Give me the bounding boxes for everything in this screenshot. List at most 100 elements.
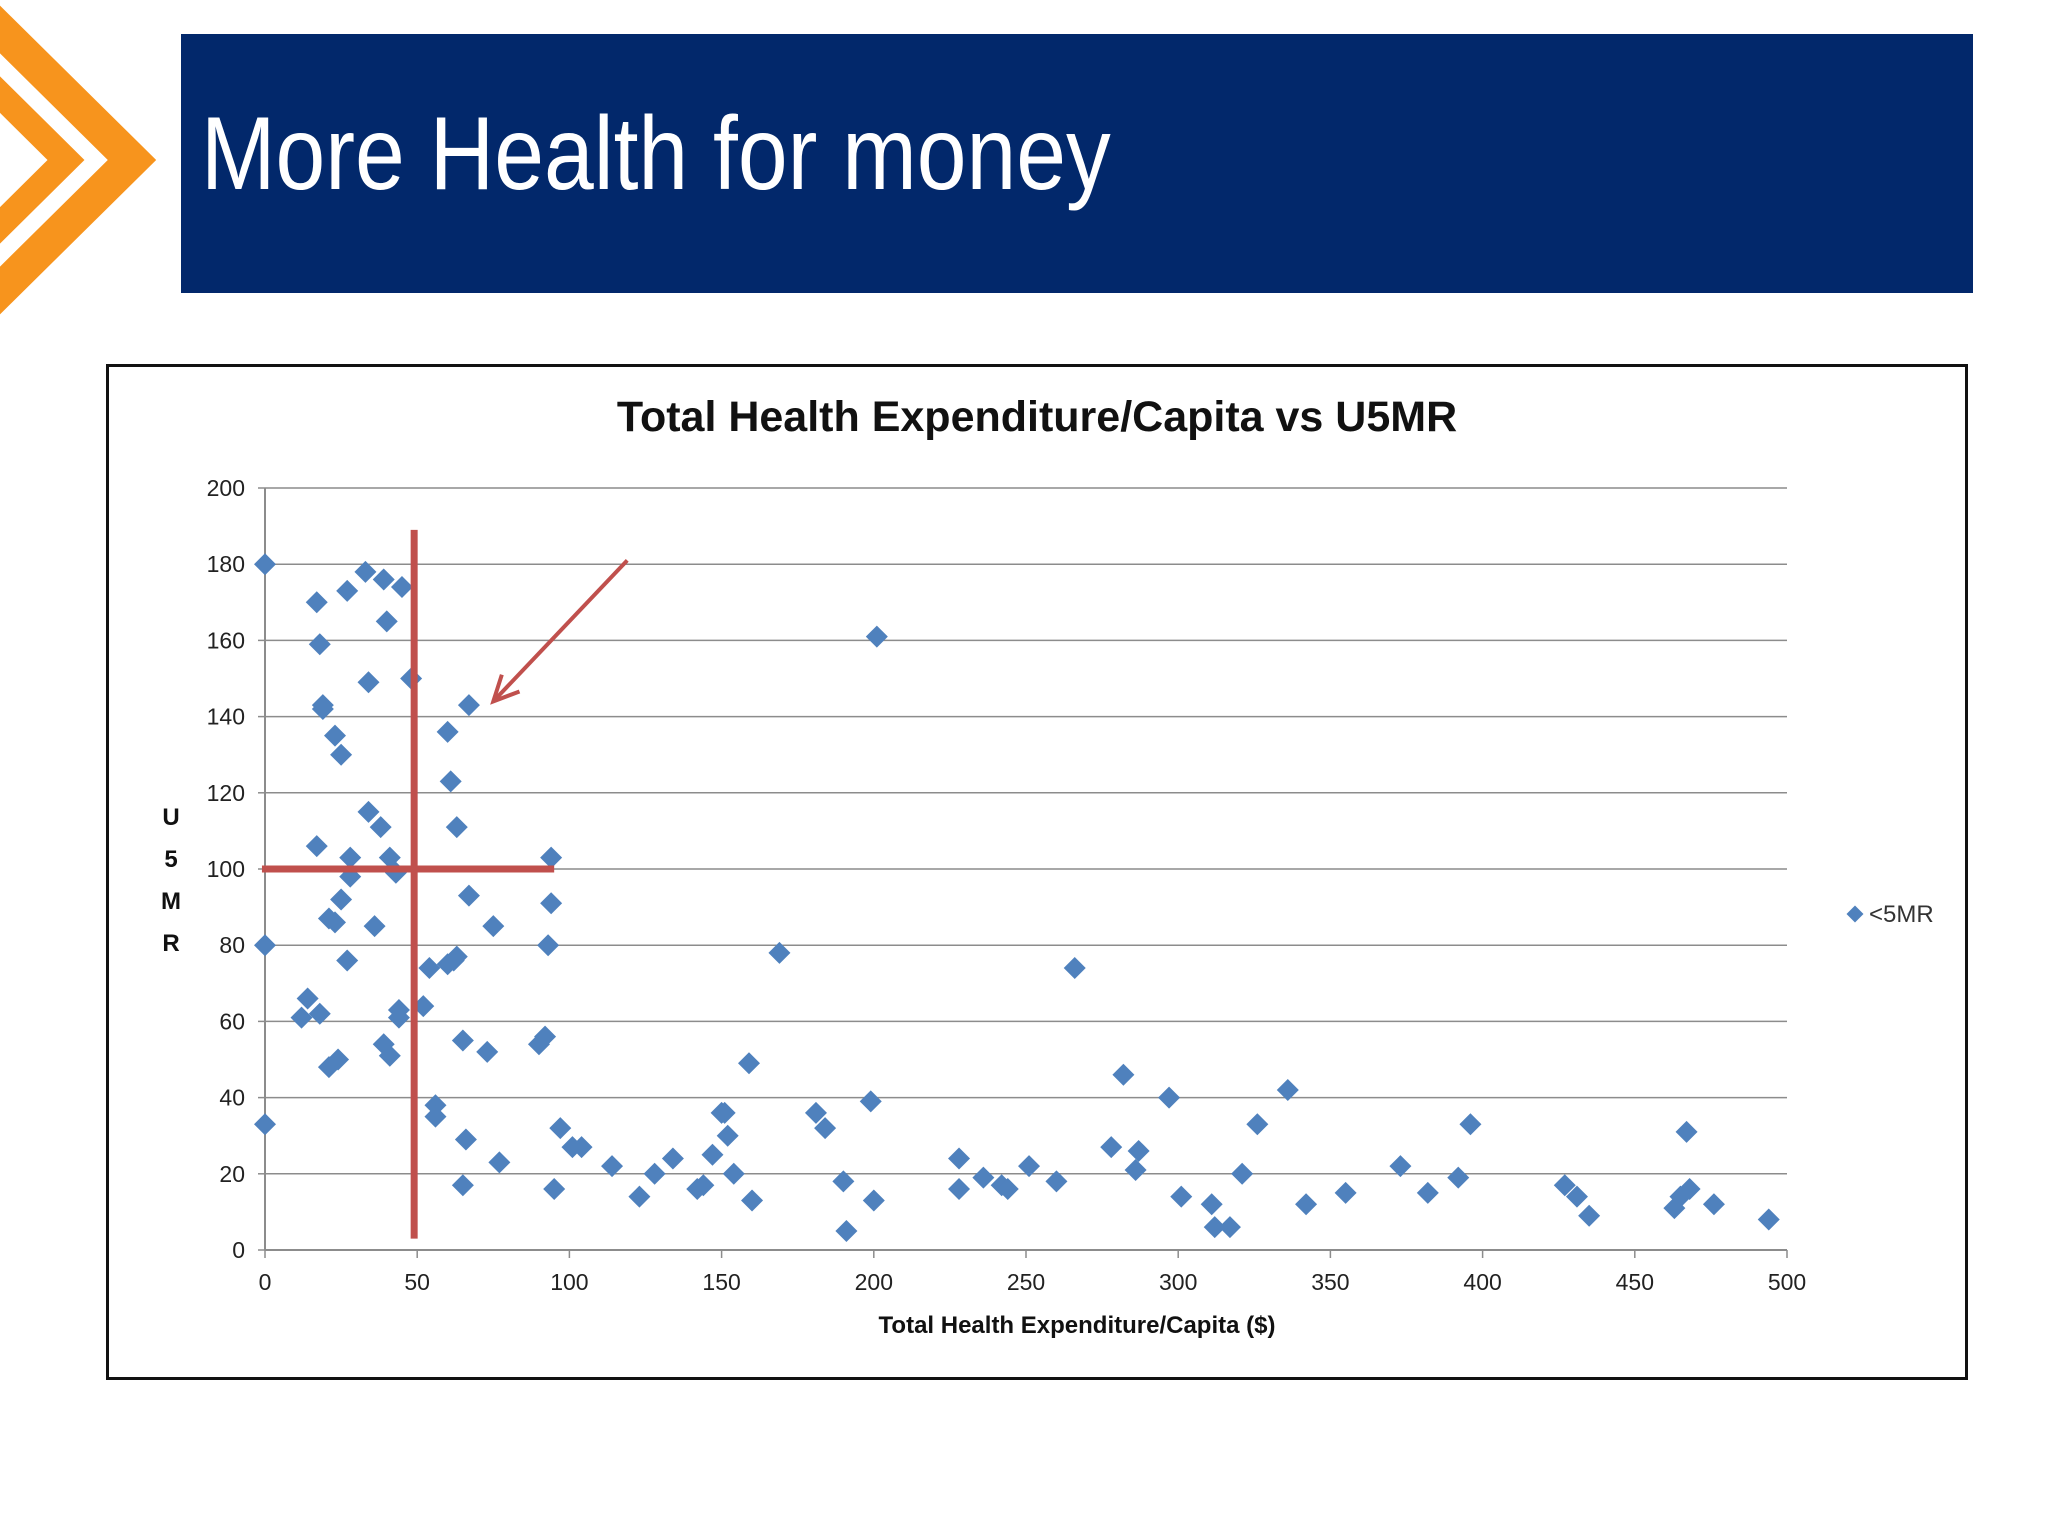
data-point: [311, 697, 334, 720]
data-point: [324, 724, 347, 747]
data-point: [1276, 1078, 1299, 1101]
data-point: [372, 568, 395, 591]
data-point: [1231, 1162, 1254, 1185]
data-point: [540, 892, 563, 915]
data-point: [445, 816, 468, 839]
data-point: [768, 941, 791, 964]
data-point: [436, 720, 459, 743]
data-point: [1459, 1113, 1482, 1136]
data-point: [324, 911, 347, 934]
data-point: [363, 915, 386, 938]
x-tick-label: 250: [1007, 1269, 1045, 1295]
data-point: [454, 1128, 477, 1151]
data-point: [387, 1006, 410, 1029]
data-point: [1158, 1086, 1181, 1109]
data-point: [628, 1185, 651, 1208]
data-point: [305, 591, 328, 614]
data-point: [1045, 1170, 1068, 1193]
slide-title: More Health for money: [201, 96, 1111, 212]
data-point: [1565, 1185, 1588, 1208]
data-point: [317, 1056, 340, 1079]
data-point: [804, 1101, 827, 1124]
data-point: [1018, 1155, 1041, 1178]
data-point: [1246, 1113, 1269, 1136]
data-point: [713, 1101, 736, 1124]
data-point: [1218, 1216, 1241, 1239]
data-point: [643, 1162, 666, 1185]
y-tick-label: 140: [207, 704, 245, 730]
data-point: [1124, 1158, 1147, 1181]
data-point: [1063, 957, 1086, 980]
y-axis-title: U 5 M R: [151, 797, 191, 965]
data-point: [339, 846, 362, 869]
y-tick-label: 40: [219, 1085, 245, 1111]
x-tick-label: 400: [1463, 1269, 1501, 1295]
x-tick-label: 100: [550, 1269, 588, 1295]
data-point: [737, 1052, 760, 1075]
y-tick-label: 80: [219, 932, 245, 958]
x-tick-label: 300: [1159, 1269, 1197, 1295]
data-point: [972, 1166, 995, 1189]
data-point: [378, 1044, 401, 1067]
data-point: [1678, 1178, 1701, 1201]
data-point: [661, 1147, 684, 1170]
data-point: [814, 1117, 837, 1140]
data-point: [457, 694, 480, 717]
data-point: [1447, 1166, 1470, 1189]
x-tick-label: 50: [404, 1269, 430, 1295]
chevron-decoration: [0, 5, 157, 315]
data-point: [1389, 1155, 1412, 1178]
y-tick-label: 100: [207, 856, 245, 882]
data-point: [418, 957, 441, 980]
data-point: [1334, 1181, 1357, 1204]
data-point: [424, 1094, 447, 1117]
data-point: [692, 1174, 715, 1197]
data-point: [439, 770, 462, 793]
data-point: [336, 949, 359, 972]
y-axis-title-letter: U: [162, 804, 180, 831]
data-point: [308, 1002, 331, 1025]
legend-label: <5MR: [1869, 901, 1934, 928]
data-point: [445, 945, 468, 968]
data-point: [330, 743, 353, 766]
data-point: [296, 987, 319, 1010]
data-point: [570, 1136, 593, 1159]
y-tick-label: 200: [207, 475, 245, 501]
x-tick-label: 450: [1616, 1269, 1654, 1295]
data-point: [832, 1170, 855, 1193]
data-point: [701, 1143, 724, 1166]
data-point: [308, 633, 331, 656]
x-axis-title: Total Health Expenditure/Capita ($): [878, 1312, 1276, 1339]
data-point: [534, 1025, 557, 1048]
x-tick-label: 200: [855, 1269, 893, 1295]
annotation-arrow-head: [490, 674, 521, 705]
data-point: [549, 1117, 572, 1140]
data-point: [948, 1147, 971, 1170]
y-tick-label: 180: [207, 551, 245, 577]
data-point: [327, 1048, 350, 1071]
chart-title: Total Health Expenditure/Capita vs U5MR: [616, 393, 1458, 441]
data-point: [290, 1006, 313, 1029]
data-point: [601, 1155, 624, 1178]
scatter-plot: 0 20 40 60 80 100 120 140 160 180 200 0 50 100 150 200 2…: [207, 475, 1807, 1295]
data-point: [412, 995, 435, 1018]
legend-diamond-icon: [1846, 905, 1864, 923]
y-tick-label: 120: [207, 780, 245, 806]
data-point: [1112, 1063, 1135, 1086]
x-tick-label: 500: [1768, 1269, 1806, 1295]
data-point: [1675, 1120, 1698, 1143]
data-point: [1578, 1204, 1601, 1227]
data-point: [254, 934, 276, 957]
data-point: [451, 1029, 474, 1052]
data-point: [457, 884, 480, 907]
data-point: [424, 1105, 447, 1128]
y-tick-label: 60: [219, 1008, 245, 1034]
data-point: [476, 1040, 499, 1063]
data-point: [722, 1162, 745, 1185]
data-point: [1553, 1174, 1576, 1197]
data-point: [254, 553, 276, 576]
legend: <5MR: [1846, 901, 1934, 929]
data-point: [375, 610, 398, 633]
data-point: [1100, 1136, 1123, 1159]
data-point: [859, 1090, 882, 1113]
